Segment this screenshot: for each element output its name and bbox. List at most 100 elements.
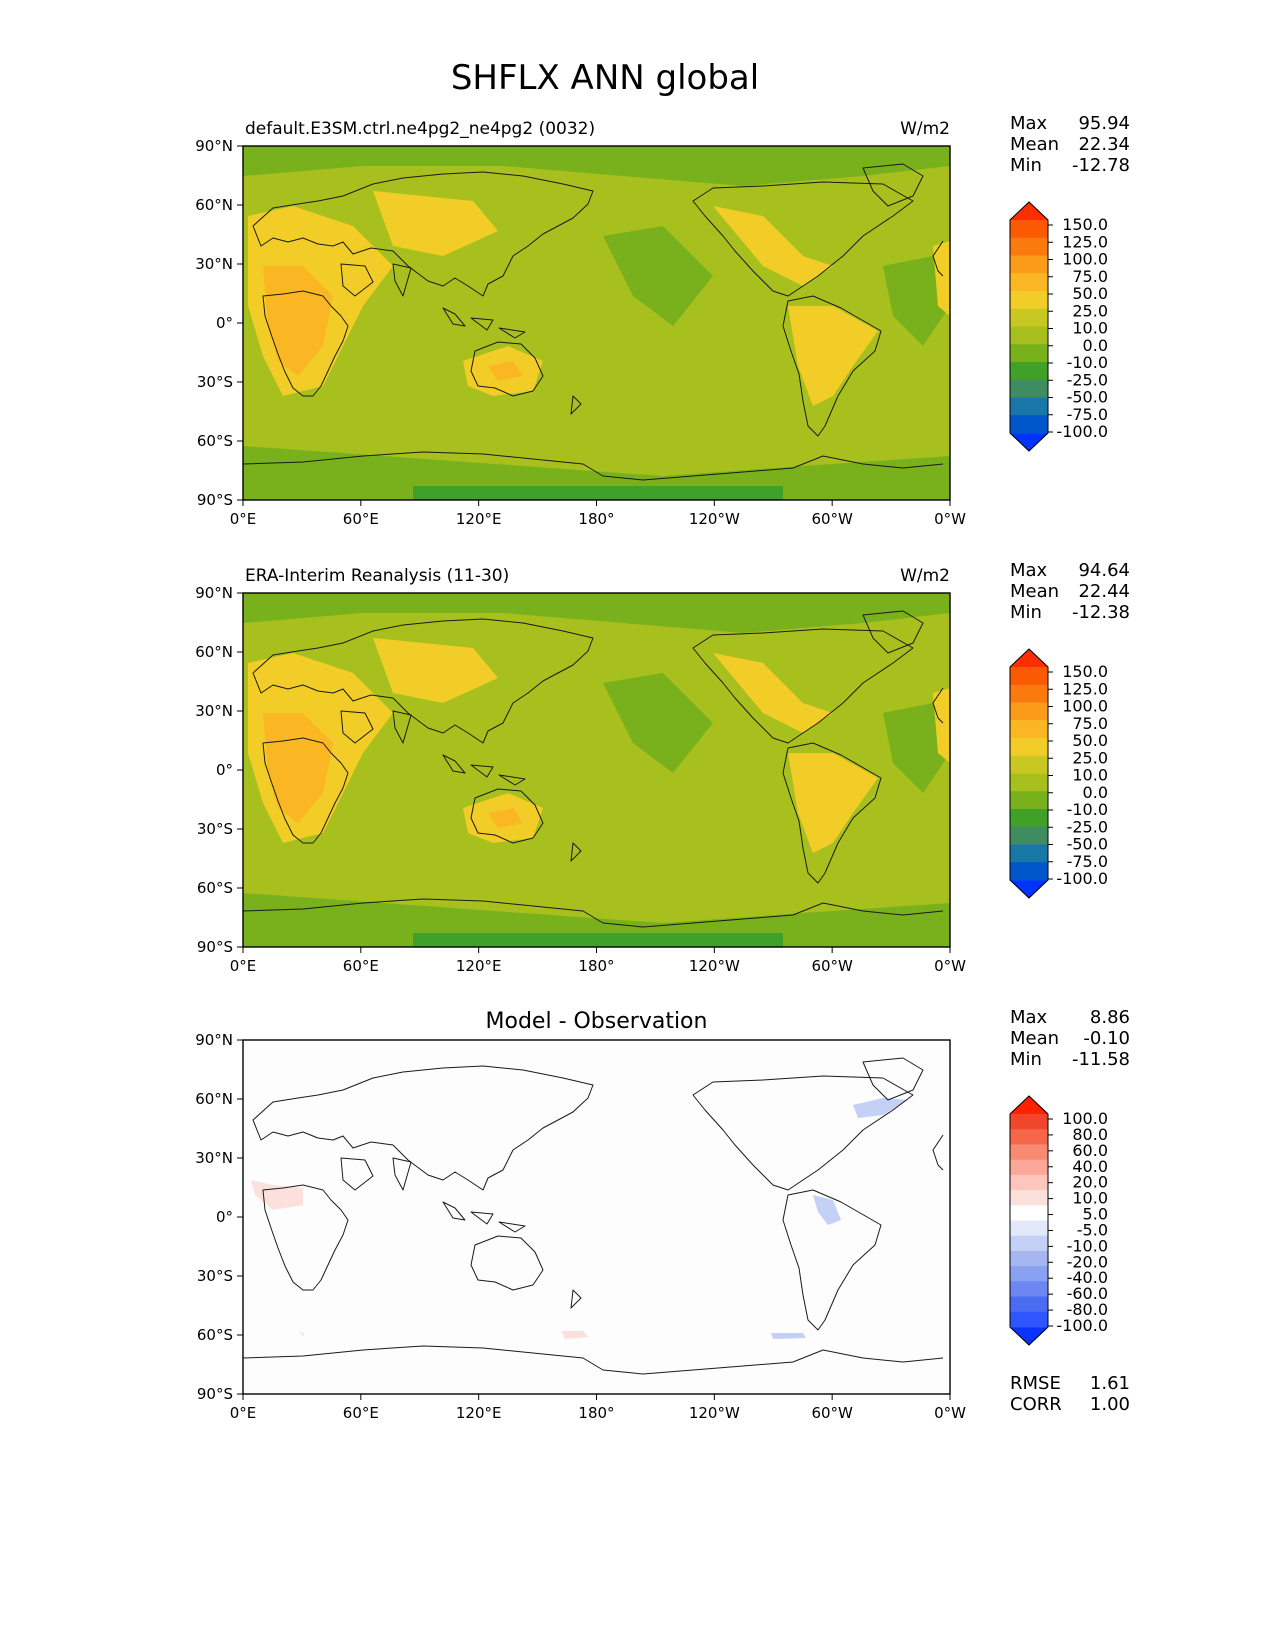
lon-tick-label: 120°W	[689, 957, 740, 975]
colorbar-label: 75.0	[1072, 267, 1108, 286]
field-contour-0	[243, 151, 803, 446]
lat-tick-label: 30°S	[197, 1267, 233, 1285]
lat-tick-label: 90°N	[195, 137, 233, 155]
lat-tick-label: 90°S	[197, 938, 233, 956]
lon-tick-label: 0°E	[230, 1404, 257, 1422]
field-contour-5	[488, 808, 523, 828]
stat-value: -0.10	[1083, 1028, 1130, 1049]
colorbar-segment	[1010, 1190, 1048, 1206]
lat-tick-label: 30°N	[195, 702, 233, 720]
diff-contour-1	[853, 1098, 908, 1118]
colorbar-label: 100.0	[1062, 1109, 1108, 1128]
footer-stat-value: 1.61	[1090, 1373, 1130, 1394]
field-contour-12	[883, 703, 950, 793]
colorbar-label: -80.0	[1067, 1300, 1108, 1319]
colorbar-segment	[1010, 1281, 1048, 1298]
lat-tick-label: 0°	[216, 314, 233, 332]
map-field	[243, 146, 950, 500]
colorbar-segment	[1010, 826, 1048, 845]
lat-tick-label: 30°S	[197, 820, 233, 838]
lat-tick-label: 60°N	[195, 643, 233, 661]
lat-tick-label: 0°	[216, 761, 233, 779]
lon-tick-label: 180°	[578, 1404, 614, 1422]
map-field	[243, 1040, 950, 1394]
colorbar-segment	[1010, 1144, 1048, 1161]
colorbar-segment	[1010, 308, 1048, 327]
lat-tick-label: 60°N	[195, 1090, 233, 1108]
colorbar-segment	[1010, 255, 1048, 274]
stat-label: Min	[1010, 155, 1042, 176]
colorbar-label: -25.0	[1067, 370, 1108, 389]
lon-tick-label: 0°W	[934, 1404, 966, 1422]
colorbar-segment	[1010, 291, 1048, 310]
colorbar-segment	[1010, 1235, 1048, 1252]
colorbar-segment	[1010, 1266, 1048, 1282]
lat-tick-label: 60°S	[197, 879, 233, 897]
lon-tick-label: 60°E	[343, 957, 379, 975]
colorbar-label: 10.0	[1072, 1189, 1108, 1208]
stat-value: -11.58	[1072, 1049, 1130, 1070]
colorbar-segment	[1010, 1114, 1048, 1130]
colorbar-label: 0.0	[1083, 783, 1108, 802]
field-contour-13	[933, 241, 950, 316]
diff-contour-2	[813, 1195, 841, 1225]
colorbar-label: -10.0	[1067, 800, 1108, 819]
colorbar-label: 50.0	[1072, 284, 1108, 303]
colorbar-segment	[1010, 1311, 1048, 1328]
lon-tick-label: 60°E	[343, 510, 379, 528]
lat-tick-label: 90°N	[195, 1031, 233, 1049]
stat-label: Mean	[1010, 581, 1059, 602]
lon-tick-label: 0°W	[934, 957, 966, 975]
colorbar-segment	[1010, 720, 1048, 739]
stat-value: -12.38	[1072, 602, 1130, 623]
stat-label: Max	[1010, 560, 1048, 581]
colorbar-label: 125.0	[1062, 679, 1108, 698]
colorbar: 100.080.060.040.020.010.05.0-5.0-10.0-20…	[1009, 1095, 1108, 1346]
field-contour-11	[603, 673, 713, 773]
colorbar-label: 5.0	[1083, 1205, 1108, 1224]
field-contour-8	[243, 593, 950, 633]
footer-stat-label: CORR	[1010, 1394, 1062, 1415]
field-contour-10	[413, 933, 783, 947]
colorbar-label: 100.0	[1062, 697, 1108, 716]
colorbar-label: 100.0	[1062, 250, 1108, 269]
lat-tick-label: 90°S	[197, 491, 233, 509]
field-contour-3	[263, 266, 333, 376]
lon-tick-label: 0°E	[230, 957, 257, 975]
lon-tick-label: 120°W	[689, 510, 740, 528]
lon-tick-label: 120°E	[456, 1404, 502, 1422]
stat-label: Mean	[1010, 1028, 1059, 1049]
colorbar-label: 0.0	[1083, 336, 1108, 355]
colorbar-extend-min	[1010, 880, 1048, 898]
lon-tick-label: 180°	[578, 957, 614, 975]
diff-contour-3	[561, 1331, 588, 1339]
colorbar-label: -50.0	[1067, 835, 1108, 854]
stat-label: Max	[1010, 1007, 1048, 1028]
lon-tick-label: 60°W	[811, 1404, 853, 1422]
stat-value: 95.94	[1078, 113, 1130, 134]
colorbar: 150.0125.0100.075.050.025.010.00.0-10.0-…	[1009, 648, 1108, 899]
field-contour-2	[373, 191, 498, 256]
panel-1: 90°N 60°N 30°N 0° 30°S 60°S 90°S0°E 60°E 120°E 18…	[195, 560, 1130, 975]
colorbar-label: -20.0	[1067, 1252, 1108, 1271]
colorbar-segment	[1010, 809, 1048, 828]
colorbar-label: 40.0	[1072, 1157, 1108, 1176]
colorbar-outline	[1009, 201, 1049, 452]
colorbar-label: 75.0	[1072, 714, 1108, 733]
colorbar-segment	[1010, 773, 1048, 792]
colorbar-segment	[1010, 397, 1048, 416]
colorbar-label: -40.0	[1067, 1268, 1108, 1287]
colorbar-segment	[1010, 1296, 1048, 1313]
field-contour-0	[243, 598, 803, 893]
lat-tick-label: 30°N	[195, 1149, 233, 1167]
lat-tick-label: 60°N	[195, 196, 233, 214]
stat-value: 8.86	[1090, 1007, 1130, 1028]
field-contour-2	[373, 638, 498, 703]
stat-value: -12.78	[1072, 155, 1130, 176]
diff-contour-5	[299, 1332, 305, 1336]
field-contour-6	[713, 653, 833, 733]
colorbar-segment	[1010, 344, 1048, 363]
colorbar-segment	[1010, 1250, 1048, 1267]
field-contour-12	[883, 256, 950, 346]
colorbar-segment	[1010, 684, 1048, 703]
